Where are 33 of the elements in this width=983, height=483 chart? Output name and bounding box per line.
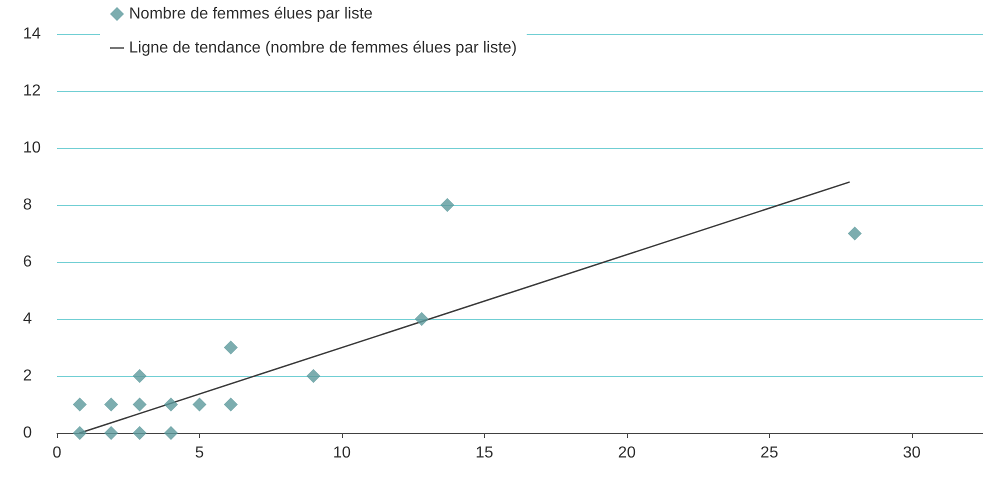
x-tick-label: 10 <box>333 444 351 462</box>
point <box>132 426 147 440</box>
y-tick-label: 8 <box>23 196 32 214</box>
point <box>848 226 862 240</box>
y-tick-label: 0 <box>23 424 32 442</box>
y-tick-label: 2 <box>23 368 32 384</box>
legend-label: Nombre de femmes élues par liste <box>129 6 373 22</box>
legend-label: Ligne de tendance (nombre de femmes élues par liste) <box>129 40 517 56</box>
point <box>440 198 454 212</box>
y-tick-label: 6 <box>23 254 32 270</box>
y-tick-label: 14 <box>23 26 41 42</box>
x-tick-label: 0 <box>52 444 62 462</box>
point <box>224 398 238 412</box>
x-tick-label: 20 <box>618 444 636 462</box>
point <box>164 398 178 412</box>
x-tick-label: 15 <box>475 444 494 462</box>
point <box>72 398 87 412</box>
x-tick-label: 30 <box>902 444 921 462</box>
point <box>104 426 118 440</box>
point <box>414 312 429 326</box>
x-tick-label: 25 <box>760 444 778 462</box>
point <box>192 398 206 412</box>
point <box>306 369 320 383</box>
point <box>132 369 147 383</box>
y-tick-label: 10 <box>23 140 41 156</box>
x-tick-label: 5 <box>195 444 204 462</box>
point <box>224 340 238 354</box>
y-tick-label: 4 <box>23 310 32 328</box>
point <box>72 426 87 440</box>
y-tick-label: 12 <box>23 82 41 100</box>
point <box>132 398 147 412</box>
point <box>104 398 118 412</box>
point <box>164 426 178 440</box>
